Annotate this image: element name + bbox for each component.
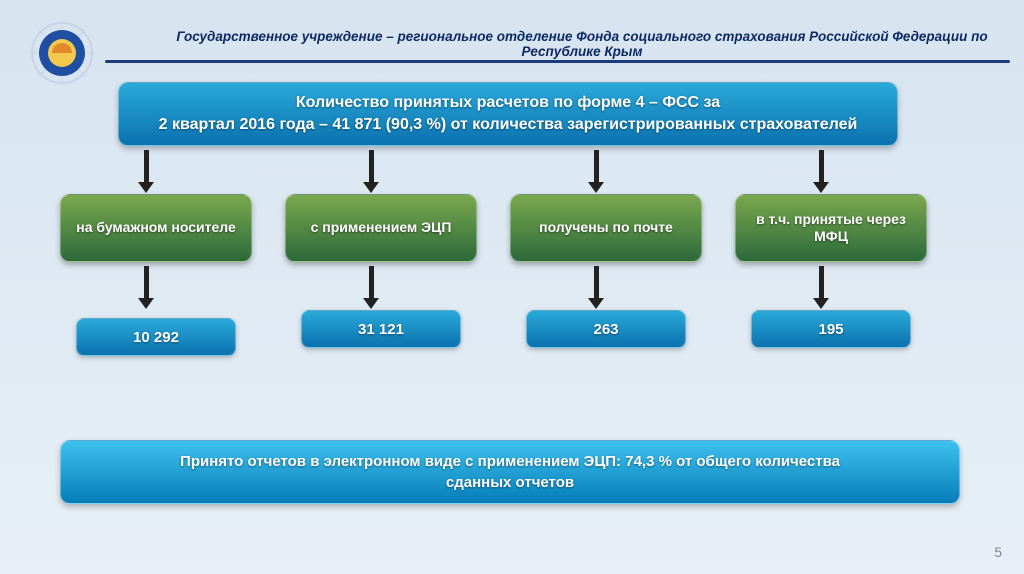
arrow-down-icon xyxy=(811,266,831,309)
category-label: с применением ЭЦП xyxy=(311,219,452,237)
footer-line-2: сданных отчетов xyxy=(446,472,574,493)
arrow-down-icon xyxy=(586,150,606,193)
footer-line-1: Принято отчетов в электронном виде с при… xyxy=(180,451,840,472)
arrow-down-icon xyxy=(361,150,381,193)
summary-line-2: 2 квартал 2016 года – 41 871 (90,3 %) от… xyxy=(159,114,858,136)
header-divider xyxy=(105,60,1010,63)
value-box: 195 xyxy=(751,310,911,348)
category-box: с применением ЭЦП xyxy=(285,194,477,262)
category-box: в т.ч. принятые через МФЦ xyxy=(735,194,927,262)
summary-box: Количество принятых расчетов по форме 4 … xyxy=(118,82,898,146)
category-label: получены по почте xyxy=(539,219,673,237)
value-box: 263 xyxy=(526,310,686,348)
arrow-down-icon xyxy=(586,266,606,309)
category-label: на бумажном носителе xyxy=(76,219,236,237)
organization-title: Государственное учреждение – регионально… xyxy=(170,29,994,59)
value-box: 31 121 xyxy=(301,310,461,348)
footer-box: Принято отчетов в электронном виде с при… xyxy=(60,440,960,504)
arrow-down-icon xyxy=(361,266,381,309)
category-label: в т.ч. принятые через МФЦ xyxy=(746,211,916,246)
organization-logo xyxy=(28,19,96,87)
value-box: 10 292 xyxy=(76,318,236,356)
summary-line-1: Количество принятых расчетов по форме 4 … xyxy=(296,92,720,114)
value-label: 10 292 xyxy=(133,329,179,346)
value-label: 195 xyxy=(818,321,843,338)
arrow-down-icon xyxy=(136,266,156,309)
header: Государственное учреждение – регионально… xyxy=(0,15,1024,65)
arrow-down-icon xyxy=(136,150,156,193)
page-number: 5 xyxy=(994,544,1002,560)
arrow-down-icon xyxy=(811,150,831,193)
value-label: 263 xyxy=(593,321,618,338)
value-label: 31 121 xyxy=(358,321,404,338)
category-box: получены по почте xyxy=(510,194,702,262)
category-box: на бумажном носителе xyxy=(60,194,252,262)
